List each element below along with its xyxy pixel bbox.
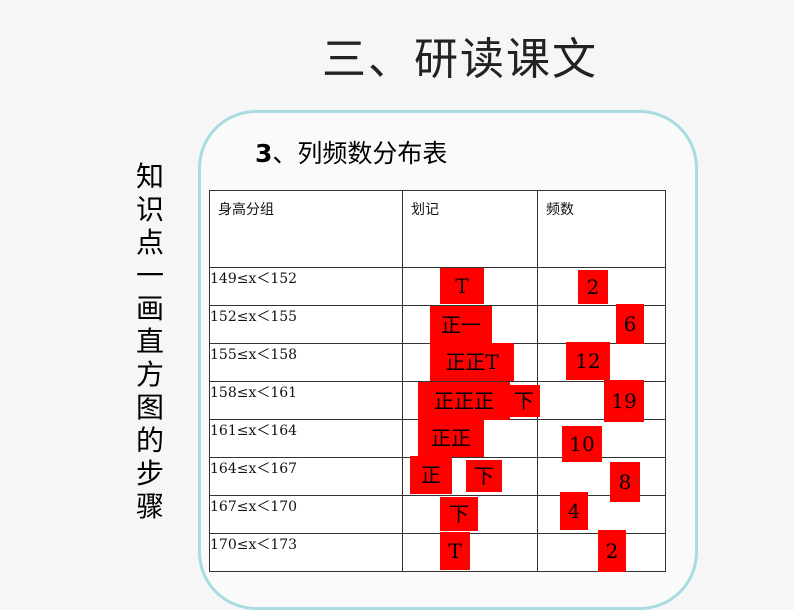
tally-mark: 正 [410,456,452,494]
tally-mark: 下 [508,385,540,417]
frequency-mark: 8 [610,462,640,502]
subtitle-text: 、列频数分布表 [272,139,448,168]
tally-mark: 正正正 [418,382,510,420]
tally-cell [402,533,538,572]
frequency-cell [537,495,666,534]
frequency-cell [537,457,666,496]
subtitle-number: 3 [255,139,273,168]
tally-mark: T [440,268,484,304]
frequency-mark: 4 [560,492,588,530]
range-cell: 167≤x＜170 [209,495,403,534]
range-cell: 161≤x＜164 [209,419,403,458]
tally-mark: 下 [466,460,502,492]
frequency-cell [537,381,666,420]
section-subtitle: 3、列频数分布表 [255,136,447,172]
frequency-table: 身高分组 划记 频数 149≤x＜152 152≤x＜155 155≤x＜158… [209,190,666,572]
table-row: 167≤x＜170 [209,495,666,534]
frequency-mark: 6 [616,304,644,344]
frequency-mark: 12 [566,342,610,380]
frequency-cell [537,305,666,344]
range-cell: 149≤x＜152 [209,267,403,306]
header-frequency: 频数 [537,190,666,268]
frequency-mark: 10 [562,426,602,462]
page-title: 三、研读课文 [322,34,598,85]
range-cell: 152≤x＜155 [209,305,403,344]
frequency-mark: 19 [604,380,644,422]
tally-mark: T [440,532,470,570]
range-cell: 164≤x＜167 [209,457,403,496]
table-row: 152≤x＜155 [209,305,666,344]
header-tally: 划记 [402,190,538,268]
range-cell: 170≤x＜173 [209,533,403,572]
range-cell: 158≤x＜161 [209,381,403,420]
table-header-row: 身高分组 划记 频数 [209,190,666,268]
tally-mark: 正正 [418,419,484,457]
frequency-mark: 2 [578,270,608,304]
table-row: 164≤x＜167 [209,457,666,496]
range-cell: 155≤x＜158 [209,343,403,382]
frequency-mark: 2 [598,530,626,572]
header-group: 身高分组 [209,190,403,268]
side-label: 知识点一画直方图的步骤 [135,160,164,523]
tally-mark: 正一 [430,306,492,344]
tally-mark: 正正T [430,343,514,381]
tally-mark: 下 [440,497,478,531]
